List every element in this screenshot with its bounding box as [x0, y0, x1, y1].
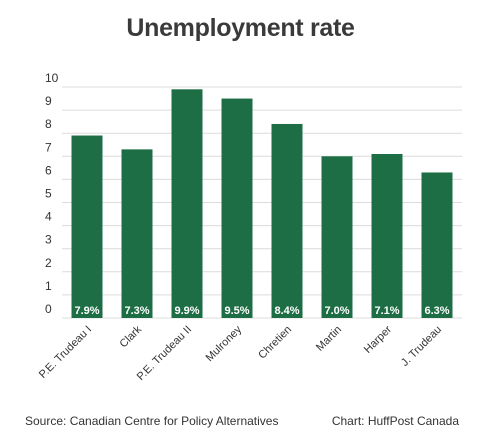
- bar-5: [321, 156, 353, 318]
- y-tick-label-3: 3: [45, 233, 52, 247]
- y-tick-label-1: 1: [45, 279, 52, 293]
- x-tick-label-3: Mulroney: [204, 323, 245, 364]
- y-tick-label-4: 4: [45, 210, 52, 224]
- bar-3: [221, 98, 253, 318]
- data-label-0: 7.9%: [74, 305, 99, 317]
- x-tick-label-0: P.E. Trudeau I: [37, 324, 94, 381]
- x-tick-label-1: Clark: [117, 323, 144, 350]
- bars: [71, 89, 453, 319]
- data-label-3: 9.5%: [224, 305, 249, 317]
- y-tick-label-8: 8: [45, 117, 52, 131]
- bar-0: [71, 135, 103, 318]
- bar-2: [171, 89, 203, 318]
- bar-7: [421, 172, 453, 318]
- x-tick-label-7: J. Trudeau: [399, 324, 444, 369]
- data-label-5: 7.0%: [324, 305, 349, 317]
- chart-credit: Chart: HuffPost Canada: [331, 414, 459, 428]
- data-labels: 7.9% 7.3% 9.9% 9.5% 8.4% 7.0% 7.1% 6.3%: [74, 305, 449, 317]
- chart-title: Unemployment rate: [126, 14, 355, 42]
- y-tick-label-5: 5: [45, 187, 52, 201]
- y-tick-label-7: 7: [45, 140, 52, 154]
- bar-1: [121, 149, 153, 318]
- source-note: Source: Canadian Centre for Policy Alter…: [25, 414, 279, 428]
- data-label-2: 9.9%: [174, 305, 199, 317]
- y-tick-label-6: 6: [45, 163, 52, 177]
- x-tick-label-5: Martin: [314, 324, 344, 354]
- data-label-7: 6.3%: [424, 305, 449, 317]
- data-label-1: 7.3%: [124, 305, 149, 317]
- y-tick-label-2: 2: [45, 256, 52, 270]
- bar-6: [371, 153, 403, 318]
- y-tick-label-9: 9: [45, 94, 52, 108]
- data-label-4: 8.4%: [274, 305, 299, 317]
- y-tick-label-10: 10: [45, 71, 59, 85]
- y-axis-ticks: 0 1 2 3 4 5 6 7 8 9 10: [45, 71, 59, 316]
- x-tick-label-4: Chretien: [256, 324, 294, 362]
- x-tick-label-6: Harper: [362, 323, 394, 355]
- y-tick-label-0: 0: [45, 302, 52, 316]
- bar-4: [271, 123, 303, 319]
- data-label-6: 7.1%: [374, 305, 399, 317]
